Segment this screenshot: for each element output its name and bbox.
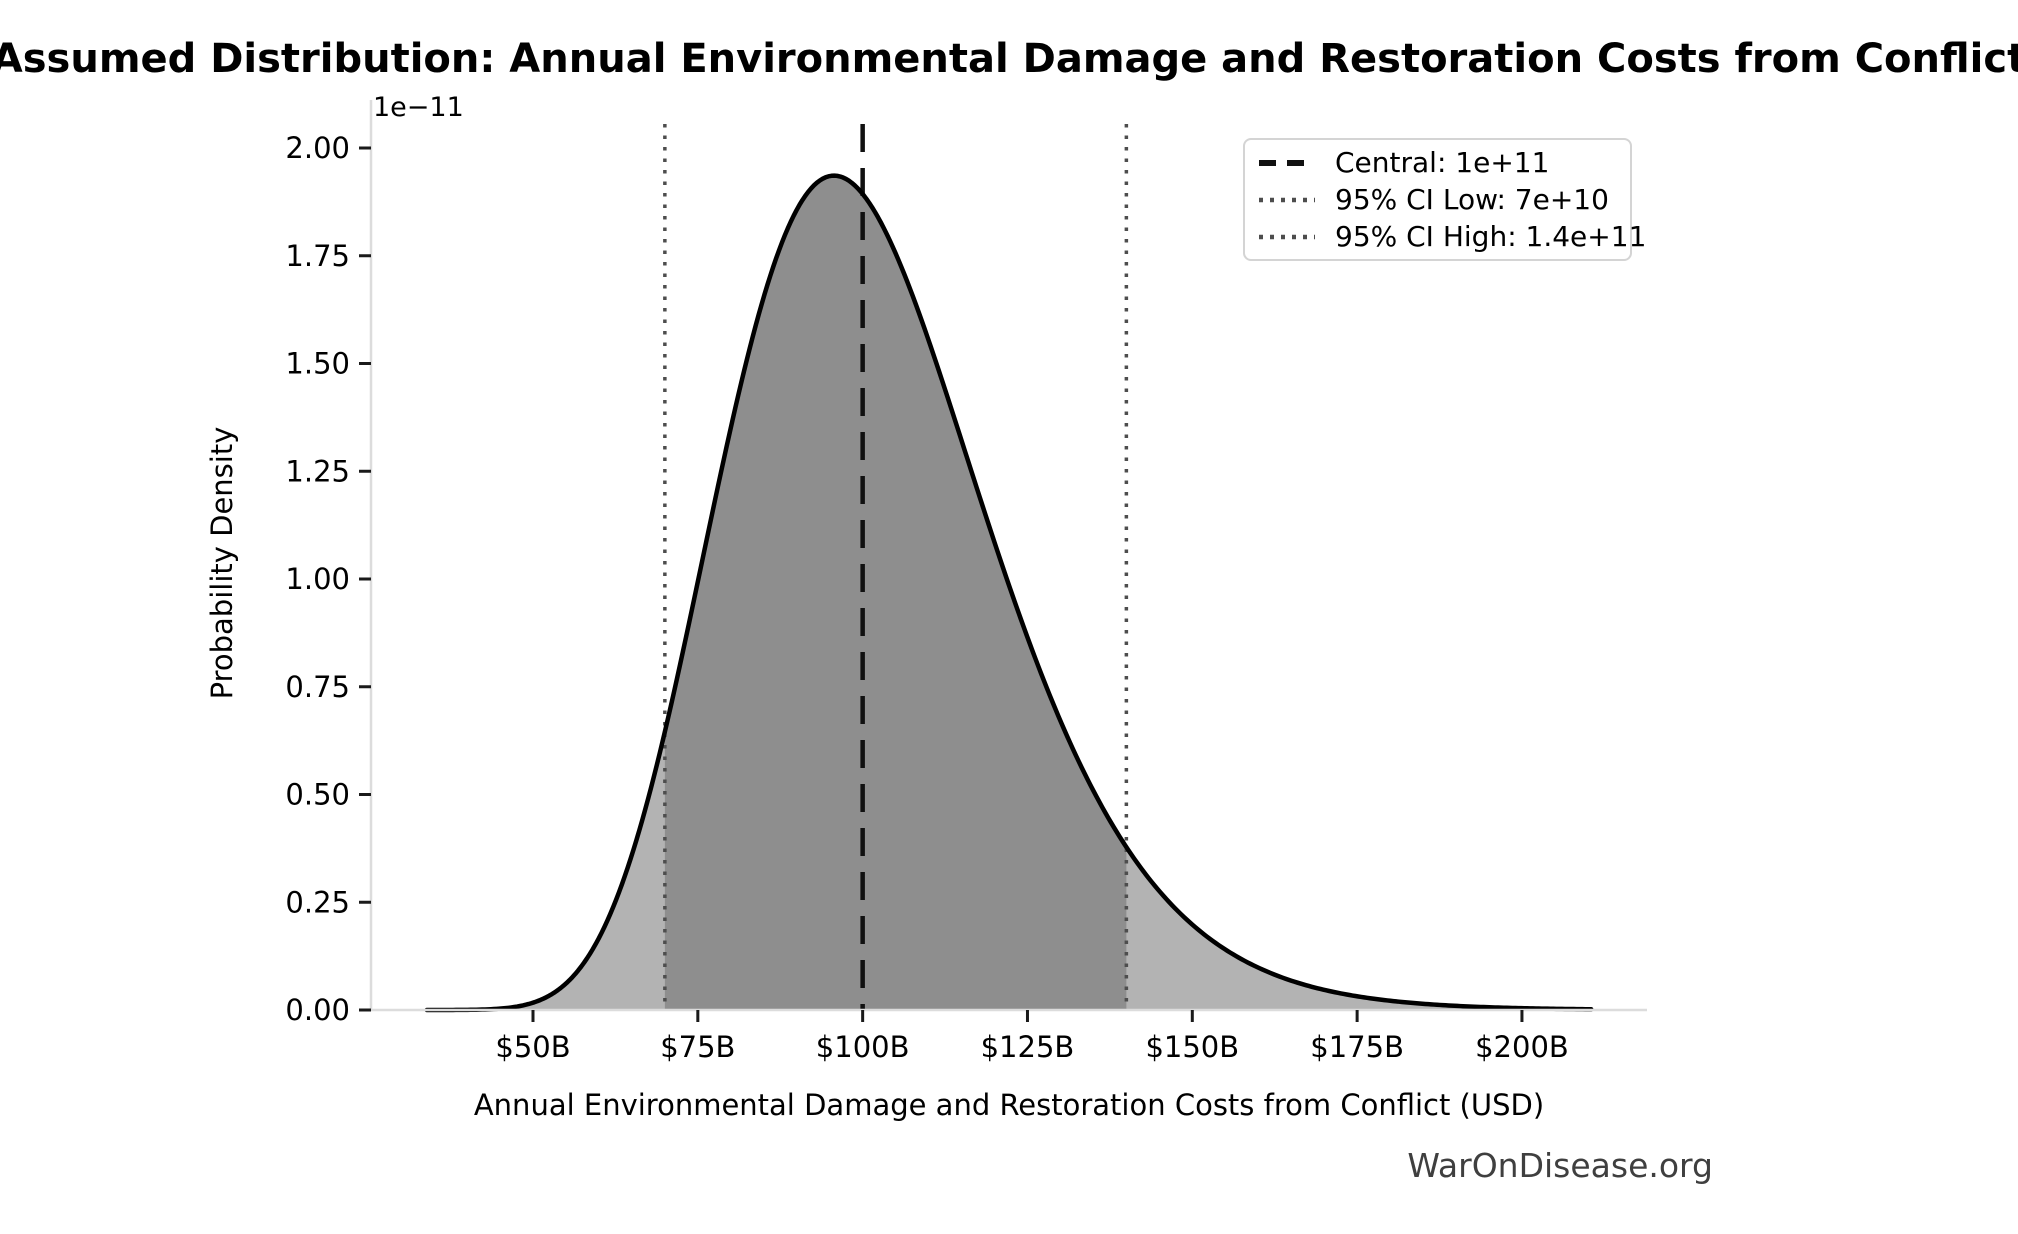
dotted-line-sample [1259,234,1315,239]
legend-label-ci-low: 95% CI Low: 7e+10 [1335,183,1609,216]
legend-label-ci-high: 95% CI High: 1.4e+11 [1335,220,1647,253]
chart-title: Assumed Distribution: Annual Environment… [0,36,2018,82]
x-axis-label: Annual Environmental Damage and Restorat… [473,1088,1545,1122]
y-tick-label: 0.50 [285,778,350,812]
y-tick-label: 1.00 [285,562,350,596]
dashed-line-sample [1259,159,1315,166]
x-tick-label: $150B [1145,1030,1239,1064]
dotted-line-sample [1259,197,1315,202]
x-tick-label: $175B [1310,1030,1404,1064]
density-fill-ci [664,175,1127,1010]
y-axis-scale-offset: 1e−11 [373,92,464,123]
y-tick-label: 1.50 [285,347,350,381]
y-tick-label: 1.75 [285,239,350,273]
legend-entry-ci-low: 95% CI Low: 7e+10 [1259,183,1620,216]
x-tick-label: $125B [981,1030,1075,1064]
x-tick-label: $100B [816,1030,910,1064]
y-tick-label: 0.00 [285,993,350,1027]
density-curve [424,173,1594,1013]
y-tick-label: 1.25 [285,454,350,488]
legend-box: Central: 1e+11 95% CI Low: 7e+10 95% CI … [1243,138,1646,261]
x-tick-label: $75B [660,1030,735,1064]
y-tick-label: 2.00 [285,131,350,165]
y-tick-label: 0.75 [285,670,350,704]
legend-label-central: Central: 1e+11 [1335,146,1550,179]
watermark: WarOnDisease.org [1407,1146,1713,1185]
legend-entry-central: Central: 1e+11 [1259,146,1620,179]
legend-entry-ci-high: 95% CI High: 1.4e+11 [1259,220,1646,253]
y-tick-label: 0.25 [285,885,350,919]
x-tick-label: $50B [495,1030,570,1064]
x-tick-label: $200B [1475,1030,1569,1064]
